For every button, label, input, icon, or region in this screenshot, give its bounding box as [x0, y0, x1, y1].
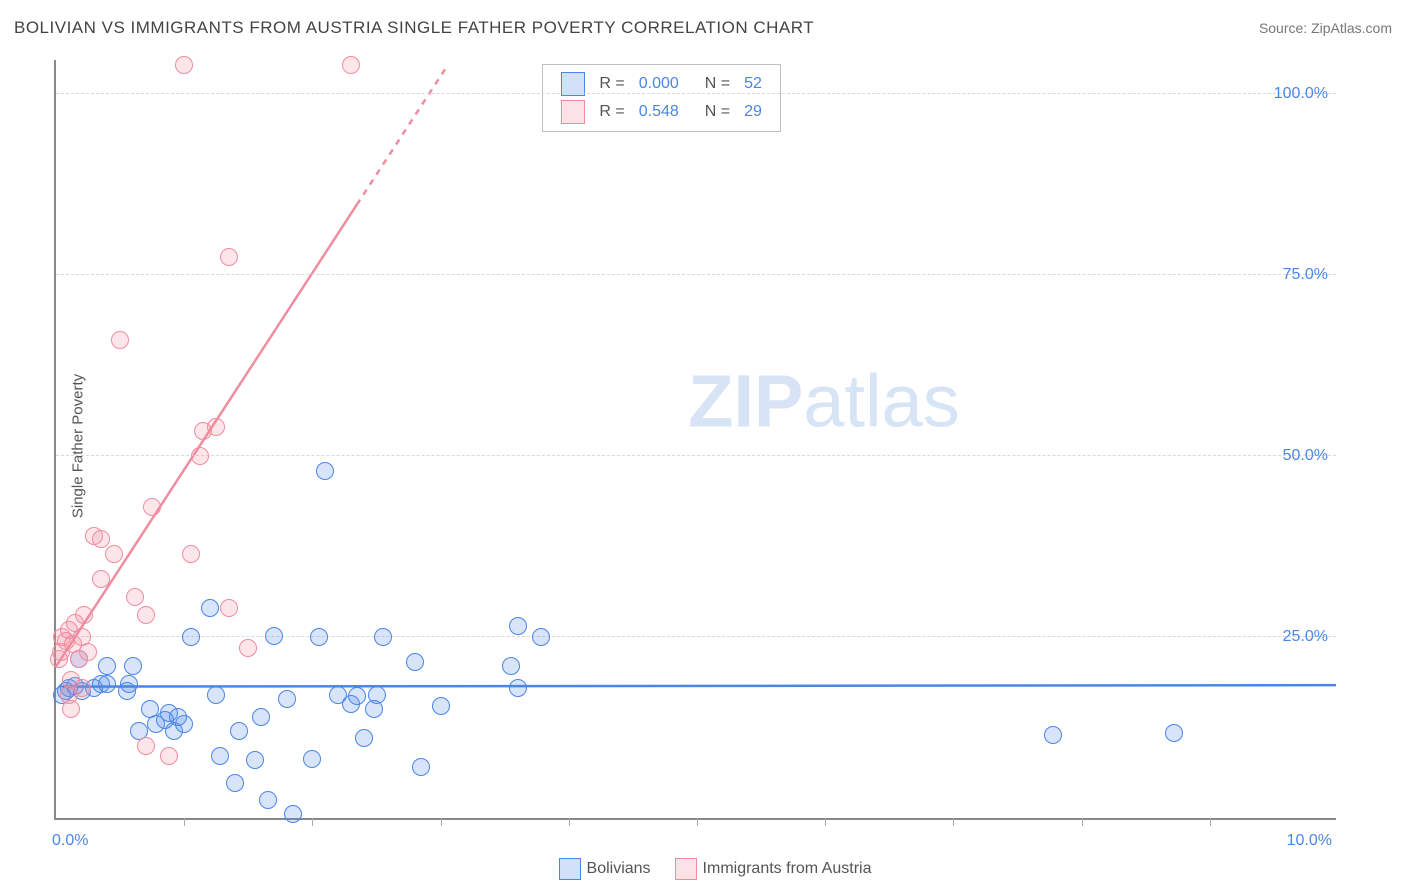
data-point-austria — [175, 56, 193, 74]
x-tick — [312, 818, 313, 826]
legend-swatch-bolivians — [559, 858, 581, 880]
data-point-austria — [239, 639, 257, 657]
legend-label-bolivians: Bolivians — [587, 860, 651, 877]
data-point-austria — [105, 545, 123, 563]
source-value: ZipAtlas.com — [1311, 20, 1392, 36]
data-point-austria — [126, 588, 144, 606]
data-point-bolivians — [265, 627, 283, 645]
data-point-bolivians — [348, 687, 366, 705]
data-point-austria — [191, 447, 209, 465]
data-point-bolivians — [1044, 726, 1062, 744]
data-point-austria — [220, 599, 238, 617]
source: Source: ZipAtlas.com — [1259, 20, 1392, 36]
gridline — [56, 274, 1336, 275]
data-point-bolivians — [246, 751, 264, 769]
legend-label-austria: Immigrants from Austria — [703, 860, 872, 877]
data-point-austria — [160, 747, 178, 765]
data-point-bolivians — [252, 708, 270, 726]
data-point-bolivians — [374, 628, 392, 646]
x-tick — [825, 818, 826, 826]
data-point-austria — [137, 606, 155, 624]
data-point-bolivians — [259, 791, 277, 809]
data-point-bolivians — [182, 628, 200, 646]
scatter-plot: ZIPatlas R = 0.000N = 52R = 0.548N = 29 … — [54, 60, 1336, 820]
data-point-austria — [220, 248, 238, 266]
data-point-austria — [62, 700, 80, 718]
data-point-bolivians — [124, 657, 142, 675]
x-tick — [1210, 818, 1211, 826]
data-point-bolivians — [207, 686, 225, 704]
data-point-austria — [79, 643, 97, 661]
legend-bottom: Bolivians Immigrants from Austria — [0, 858, 1406, 880]
data-point-bolivians — [303, 750, 321, 768]
data-point-austria — [75, 606, 93, 624]
data-point-bolivians — [226, 774, 244, 792]
legend-stats-table: R = 0.000N = 52R = 0.548N = 29 — [553, 69, 770, 127]
x-tick-label: 10.0% — [1287, 832, 1332, 850]
data-point-bolivians — [175, 715, 193, 733]
x-tick — [697, 818, 698, 826]
data-point-austria — [137, 737, 155, 755]
data-point-bolivians — [432, 697, 450, 715]
data-point-austria — [342, 56, 360, 74]
data-point-bolivians — [98, 657, 116, 675]
data-point-austria — [182, 545, 200, 563]
y-tick-label: 100.0% — [1274, 85, 1328, 103]
data-point-bolivians — [230, 722, 248, 740]
data-point-bolivians — [278, 690, 296, 708]
data-point-austria — [73, 679, 91, 697]
data-point-bolivians — [355, 729, 373, 747]
x-tick — [1082, 818, 1083, 826]
data-point-austria — [92, 530, 110, 548]
source-label: Source: — [1259, 20, 1307, 36]
data-point-bolivians — [509, 617, 527, 635]
chart-title: BOLIVIAN VS IMMIGRANTS FROM AUSTRIA SING… — [14, 18, 814, 38]
gridline — [56, 455, 1336, 456]
data-point-bolivians — [412, 758, 430, 776]
data-point-bolivians — [502, 657, 520, 675]
data-point-austria — [111, 331, 129, 349]
gridline — [56, 636, 1336, 637]
x-tick — [953, 818, 954, 826]
data-point-bolivians — [406, 653, 424, 671]
data-point-austria — [92, 570, 110, 588]
x-tick — [569, 818, 570, 826]
x-tick — [441, 818, 442, 826]
data-point-bolivians — [1165, 724, 1183, 742]
x-tick-label: 0.0% — [52, 832, 88, 850]
gridline — [56, 93, 1336, 94]
data-point-bolivians — [201, 599, 219, 617]
data-point-bolivians — [532, 628, 550, 646]
y-tick-label: 75.0% — [1283, 266, 1328, 284]
y-tick-label: 25.0% — [1283, 628, 1328, 646]
data-point-bolivians — [120, 675, 138, 693]
data-point-austria — [143, 498, 161, 516]
data-point-bolivians — [368, 686, 386, 704]
y-tick-label: 50.0% — [1283, 447, 1328, 465]
data-point-austria — [207, 418, 225, 436]
data-point-bolivians — [211, 747, 229, 765]
legend-swatch-austria — [675, 858, 697, 880]
data-point-bolivians — [509, 679, 527, 697]
data-point-bolivians — [284, 805, 302, 823]
x-tick — [184, 818, 185, 826]
data-point-bolivians — [310, 628, 328, 646]
data-point-bolivians — [316, 462, 334, 480]
legend-stats-box: R = 0.000N = 52R = 0.548N = 29 — [542, 64, 781, 132]
